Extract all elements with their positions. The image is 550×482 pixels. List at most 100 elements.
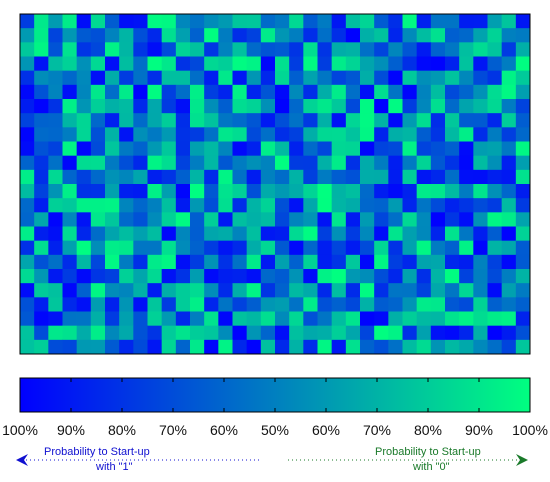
heatmap-cell [501, 155, 517, 171]
heatmap-cell [445, 240, 460, 256]
heatmap-cell [161, 155, 177, 171]
heatmap-cell [416, 311, 432, 327]
heatmap-cell [402, 42, 418, 57]
heatmap-cell [501, 184, 517, 199]
heatmap-cell [388, 169, 403, 185]
heatmap-cell [275, 141, 290, 157]
heatmap-cell [345, 42, 361, 57]
heatmap-cell [515, 99, 531, 114]
heatmap-cell [133, 141, 148, 157]
heatmap-cell [147, 269, 163, 284]
heatmap-cell [62, 14, 78, 29]
heatmap-cell [119, 254, 134, 270]
heatmap-cell [246, 155, 262, 171]
heatmap-cell [175, 269, 191, 284]
heatmap-cell [105, 70, 120, 86]
heatmap-cell [473, 127, 488, 142]
heatmap-cell [374, 56, 389, 72]
heatmap-cell [402, 212, 418, 227]
heatmap-cell [62, 325, 78, 341]
heatmap-cell [275, 339, 290, 355]
heatmap-cell [515, 240, 531, 256]
heatmap-cell [275, 212, 290, 227]
heatmap-cell [246, 254, 262, 270]
heatmap-cell [190, 226, 205, 242]
heatmap-cell [289, 339, 304, 355]
heatmap-cell [402, 169, 418, 185]
heatmap-cell [161, 184, 177, 199]
heatmap-cell [232, 141, 248, 157]
legend-right-line2: with "0" [413, 461, 450, 473]
heatmap-cell [20, 42, 35, 57]
heatmap-cell [90, 198, 106, 213]
heatmap-cell [76, 226, 92, 242]
heatmap-cell [487, 339, 503, 355]
heatmap-cell [345, 325, 361, 341]
heatmap-cell [345, 169, 361, 185]
heatmap-cell [289, 113, 304, 128]
heatmap-cell [204, 113, 219, 128]
heatmap-cell [175, 254, 191, 270]
heatmap-cell [515, 42, 531, 57]
colorbar-tick-label: 70% [158, 422, 188, 438]
heatmap-cell [161, 141, 177, 157]
heatmap-cell [133, 311, 148, 327]
heatmap-cell [459, 155, 474, 171]
heatmap-cell [246, 14, 262, 29]
heatmap-cell [275, 84, 290, 100]
heatmap-cell [303, 56, 318, 72]
heatmap-cell [90, 240, 106, 256]
heatmap-cell [345, 269, 361, 284]
heatmap-cell [232, 198, 248, 213]
heatmap-cell [445, 184, 460, 199]
heatmap-cell [515, 339, 531, 355]
heatmap-cell [260, 113, 276, 128]
heatmap-cell [501, 240, 517, 256]
heatmap-cell [232, 269, 248, 284]
heatmap-cell [501, 283, 517, 298]
heatmap-cell [487, 184, 503, 199]
heatmap-cell [48, 99, 63, 114]
heatmap-cell [190, 212, 205, 227]
heatmap-cell [119, 240, 134, 256]
heatmap-cell [289, 84, 304, 100]
heatmap-cell [345, 184, 361, 199]
heatmap-cell [402, 14, 418, 29]
colorbar-tick-label: 70% [362, 422, 392, 438]
heatmap-cell [232, 339, 248, 355]
heatmap-cell [34, 325, 49, 341]
heatmap-cell [360, 127, 375, 142]
heatmap-cell [232, 212, 248, 227]
heatmap-cell [501, 28, 517, 43]
heatmap-cell [232, 113, 248, 128]
heatmap-cell [459, 14, 474, 29]
heatmap-cell [374, 184, 389, 199]
heatmap-cell [416, 339, 432, 355]
heatmap-cell [331, 127, 347, 142]
heatmap-cell [218, 198, 233, 213]
heatmap-cell [303, 226, 318, 242]
heatmap-cell [275, 28, 290, 43]
heatmap-cell [487, 99, 503, 114]
heatmap-cell [487, 169, 503, 185]
heatmap-cell [147, 240, 163, 256]
heatmap-cell [445, 84, 460, 100]
heatmap-cell [303, 311, 318, 327]
heatmap-cell [76, 283, 92, 298]
heatmap-cell [317, 14, 333, 29]
heatmap-cell [331, 70, 347, 86]
heatmap-cell [76, 184, 92, 199]
heatmap-cell [473, 311, 488, 327]
heatmap-cell [90, 127, 106, 142]
heatmap-cell [388, 70, 403, 86]
heatmap-cell [515, 113, 531, 128]
heatmap-cell [204, 141, 219, 157]
heatmap-cell [303, 113, 318, 128]
heatmap-cell [331, 141, 347, 157]
heatmap-cell [303, 28, 318, 43]
heatmap-cell [487, 254, 503, 270]
heatmap-cell [459, 339, 474, 355]
heatmap-cell [133, 127, 148, 142]
heatmap-cell [430, 127, 446, 142]
heatmap-cell [416, 212, 432, 227]
